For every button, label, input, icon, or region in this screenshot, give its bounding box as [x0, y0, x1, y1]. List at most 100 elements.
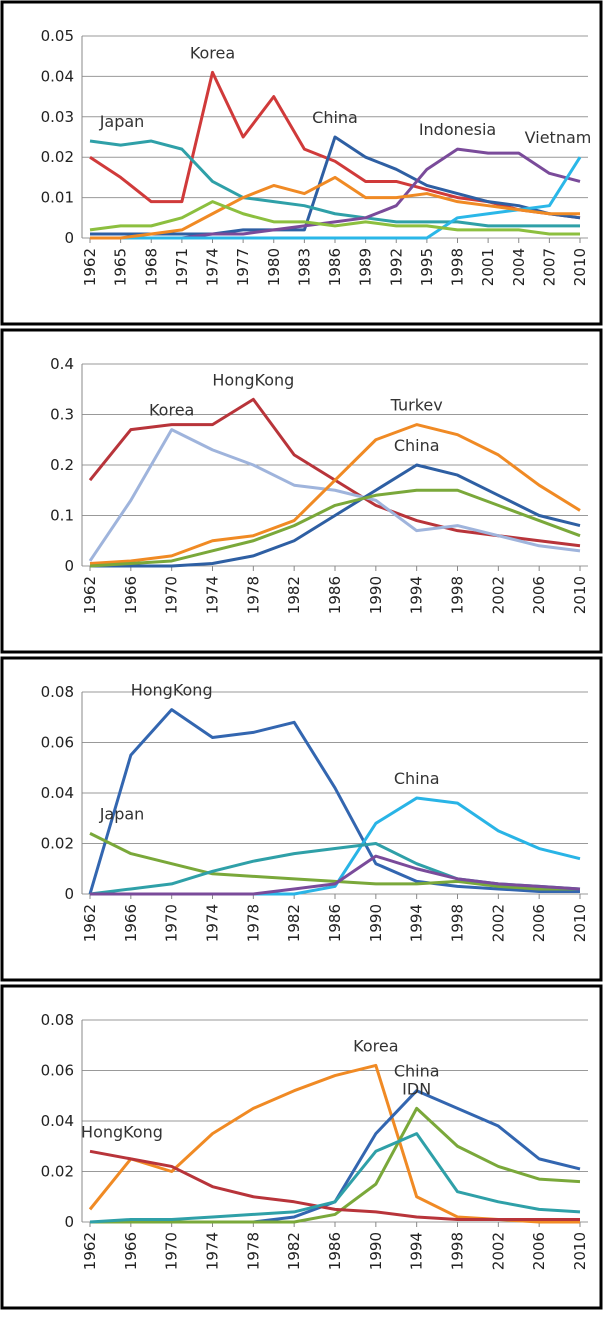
series-label: Japan [99, 804, 145, 823]
y-tick-label: 0.03 [41, 108, 74, 126]
x-tick-label: 2004 [510, 248, 528, 286]
series-line [89, 200, 580, 236]
x-tick-label: 1983 [295, 248, 313, 286]
x-tick-label: 1994 [408, 1232, 426, 1270]
y-tick-label: 0.08 [41, 683, 74, 701]
y-tick-label: 0.01 [41, 189, 74, 207]
x-tick-label: 1990 [367, 576, 385, 614]
x-tick-label: 1962 [81, 576, 99, 614]
x-tick-label: 1962 [81, 248, 99, 286]
y-tick-label: 0.06 [41, 734, 74, 752]
series-line [89, 423, 581, 565]
x-tick-label: 1995 [418, 248, 436, 286]
x-tick-label: 2002 [489, 904, 507, 942]
x-tick-label: 1992 [387, 248, 405, 286]
series-label: China [394, 436, 440, 455]
x-tick-label: 1990 [367, 904, 385, 942]
series-line [90, 854, 581, 896]
series-line [88, 1063, 580, 1224]
panel-frame [0, 328, 603, 654]
x-tick-label: 1998 [449, 248, 467, 286]
series-label: HongKong [131, 681, 213, 700]
x-tick-label: 1986 [326, 1232, 344, 1270]
y-tick-label: 0.02 [41, 835, 74, 853]
series-label: Turkev [390, 396, 443, 415]
series-label: China [394, 1062, 440, 1081]
y-tick-label: 0.04 [41, 784, 74, 802]
series-line [90, 463, 581, 568]
x-tick-label: 1980 [265, 248, 283, 286]
y-tick-label: 0.02 [41, 1163, 74, 1181]
y-tick-label: 0.3 [50, 406, 74, 424]
x-tick-label: 1998 [449, 1232, 467, 1270]
y-tick-label: 0.06 [41, 1062, 74, 1080]
series-label: Vietnam [525, 128, 592, 147]
x-tick-label: 2010 [571, 576, 589, 614]
series-line [88, 397, 581, 548]
series-label: Korea [149, 401, 194, 420]
x-tick-label: 1978 [244, 904, 262, 942]
x-tick-label: 2006 [530, 1232, 548, 1270]
series-label: Indonesia [419, 120, 496, 139]
y-tick-label: 0.08 [41, 1011, 74, 1029]
x-tick-label: 1974 [204, 576, 222, 614]
y-tick-label: 0.04 [41, 1112, 74, 1130]
x-tick-label: 1974 [204, 1232, 222, 1270]
series-line [90, 175, 580, 240]
x-tick-label: 1966 [122, 904, 140, 942]
x-tick-label: 1977 [234, 248, 252, 286]
x-tick-label: 2010 [571, 248, 589, 286]
panel-frame [0, 984, 603, 1310]
y-tick-label: 0.05 [41, 27, 74, 45]
x-tick-label: 1970 [163, 1232, 181, 1270]
series-line [89, 139, 580, 228]
series-label: HongKong [212, 370, 294, 389]
series-label: Korea [353, 1036, 398, 1055]
x-tick-label: 2001 [479, 248, 497, 286]
x-tick-label: 1966 [122, 576, 140, 614]
x-tick-label: 1994 [408, 576, 426, 614]
series-label: HongKong [81, 1122, 163, 1141]
y-tick-label: 0 [64, 557, 74, 575]
series-line [90, 1106, 581, 1224]
x-tick-label: 1978 [244, 576, 262, 614]
series-line [89, 1132, 581, 1224]
y-tick-label: 0 [64, 885, 74, 903]
x-tick-label: 2006 [530, 904, 548, 942]
x-tick-label: 1982 [285, 576, 303, 614]
x-tick-label: 1978 [244, 1232, 262, 1270]
x-tick-label: 2002 [489, 1232, 507, 1270]
series-label: Korea [190, 43, 235, 62]
x-tick-label: 1986 [326, 576, 344, 614]
series-label: China [312, 108, 358, 127]
x-tick-label: 1968 [142, 248, 160, 286]
y-tick-label: 0 [64, 229, 74, 247]
series-label: IDN [402, 1079, 431, 1098]
series-label: Japan [99, 112, 145, 131]
y-tick-label: 0.4 [50, 355, 74, 373]
x-tick-label: 2010 [571, 904, 589, 942]
x-tick-label: 1974 [204, 248, 222, 286]
x-tick-label: 1986 [326, 248, 344, 286]
series-line [90, 796, 581, 896]
x-tick-label: 1962 [81, 904, 99, 942]
x-tick-label: 2006 [530, 576, 548, 614]
x-tick-label: 1990 [367, 1232, 385, 1270]
x-tick-label: 1970 [163, 576, 181, 614]
series-line [89, 488, 581, 568]
x-tick-label: 2010 [571, 1232, 589, 1270]
x-tick-label: 1994 [408, 904, 426, 942]
y-tick-label: 0.02 [41, 148, 74, 166]
x-tick-label: 2002 [489, 576, 507, 614]
series-label: China [394, 769, 440, 788]
y-tick-label: 0.2 [50, 456, 74, 474]
y-tick-label: 0.04 [41, 67, 74, 85]
panel-frame [0, 0, 603, 326]
x-tick-label: 1970 [163, 904, 181, 942]
series-line [88, 428, 581, 562]
y-tick-label: 0.1 [50, 507, 74, 525]
x-tick-label: 1974 [204, 904, 222, 942]
panel-frame [0, 656, 603, 982]
